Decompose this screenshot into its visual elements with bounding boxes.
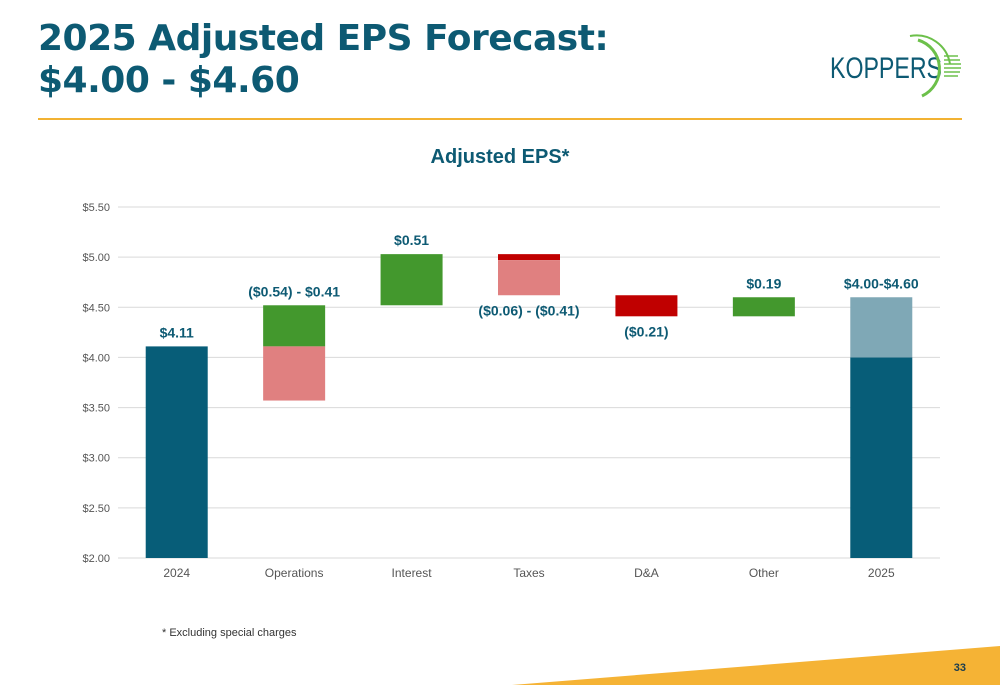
x-tick-label: Other	[749, 566, 779, 580]
bar-delta	[732, 297, 795, 317]
bar-range-certain	[498, 254, 560, 261]
y-tick-label: $4.00	[82, 352, 110, 364]
slide-title-line-1: 2025 Adjusted EPS Forecast:	[38, 18, 609, 59]
eps-waterfall-chart: $2.00 $2.50 $3.00 $3.50 $4.00 $4.50 $5.00 $5.50…	[82, 202, 940, 580]
bar-range-upper	[263, 305, 326, 347]
footnote: * Excluding special charges	[162, 627, 297, 639]
y-tick-label: $2.00	[82, 553, 110, 565]
data-label: $0.19	[746, 275, 781, 291]
x-tick-label: 2025	[868, 566, 895, 580]
x-tick-label: Taxes	[513, 566, 544, 580]
x-tick-label: Interest	[392, 566, 433, 580]
data-label: $4.00-$4.60	[844, 275, 919, 291]
bar-range-lower	[263, 346, 326, 401]
x-tick-label: 2024	[163, 566, 190, 580]
slide-title: 2025 Adjusted EPS Forecast: $4.00 - $4.6…	[38, 18, 609, 102]
data-label: $0.51	[394, 232, 429, 248]
data-label: ($0.54) - $0.41	[248, 283, 340, 299]
y-tick-label: $4.50	[82, 302, 110, 314]
bar-delta	[380, 254, 443, 306]
data-label: ($0.06) - ($0.41)	[478, 302, 579, 318]
logo-wordmark: KOPPERS	[830, 52, 942, 85]
y-tick-label: $5.50	[82, 202, 110, 214]
y-tick-label: $3.00	[82, 453, 110, 465]
slide-title-line-2: $4.00 - $4.60	[38, 60, 300, 101]
x-tick-label: Operations	[265, 566, 324, 580]
title-divider	[38, 118, 962, 120]
bar-total-base	[850, 357, 913, 558]
y-tick-label: $5.00	[82, 252, 110, 264]
data-label: $4.11	[160, 324, 194, 340]
chart-title: Adjusted EPS*	[430, 146, 570, 168]
bar-total	[145, 346, 208, 558]
data-label: ($0.21)	[624, 323, 668, 339]
bar-total-range	[850, 297, 913, 358]
y-tick-label: $2.50	[82, 503, 110, 515]
y-tick-label: $3.50	[82, 403, 110, 415]
x-tick-label: D&A	[634, 566, 659, 580]
bar-delta	[615, 295, 678, 317]
bar-range-possible	[498, 260, 560, 296]
page-number: 33	[953, 662, 966, 674]
koppers-logo: KOPPERS	[830, 34, 961, 98]
